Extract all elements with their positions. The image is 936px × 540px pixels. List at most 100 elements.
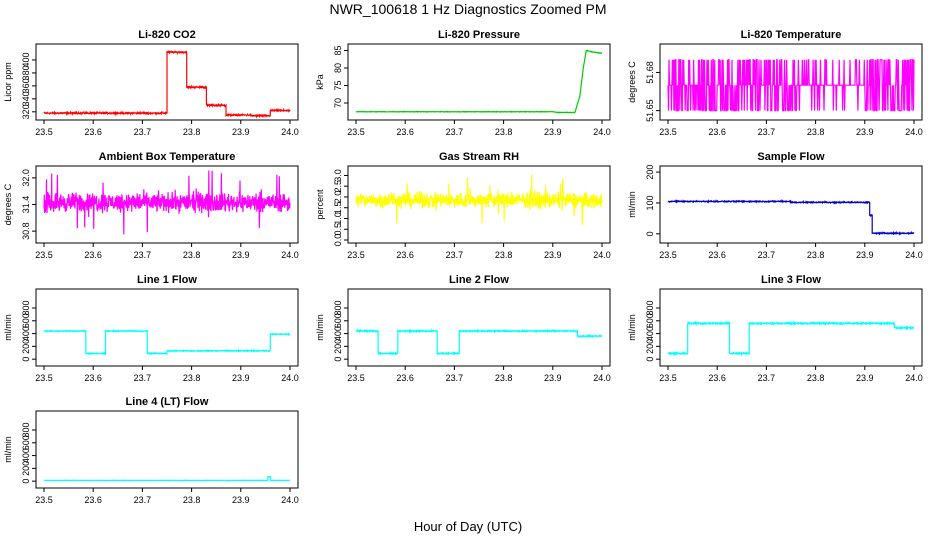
gas-stream-rh-plot-frame bbox=[347, 165, 611, 244]
li-820-pressure-series-line bbox=[355, 49, 602, 114]
line-2-flow-series-line bbox=[355, 328, 603, 356]
line-2-flow-ytick-label: 400 bbox=[333, 326, 343, 341]
line-3-flow-series-line bbox=[667, 320, 915, 357]
line-1-flow-xtick-label: 23.9 bbox=[232, 373, 250, 383]
ambient-box-temperature-xtick-label: 23.6 bbox=[84, 250, 102, 260]
line-4-lt-flow-xtick-label: 23.6 bbox=[84, 495, 102, 505]
li-820-pressure-ytick-label: 85 bbox=[333, 45, 343, 55]
ambient-box-temperature-xtick-label: 23.5 bbox=[35, 250, 53, 260]
line-1-flow-xtick-label: 23.5 bbox=[35, 373, 53, 383]
panel-line-1-flow: Line 1 Flow 23.5 23.6 23.7 23.8 23.9 24.0 0 2004… bbox=[3, 274, 299, 383]
ambient-box-temperature-title: Ambient Box Temperature bbox=[99, 151, 236, 163]
ambient-box-temperature-ytick-label: 30.8 bbox=[21, 222, 31, 240]
line-2-flow-xtick-label: 23.7 bbox=[446, 373, 464, 383]
li-820-pressure-ytick-label: 75 bbox=[333, 80, 343, 90]
li-820-pressure-ytick-label: 70 bbox=[333, 98, 343, 108]
line-1-flow-xtick-label: 23.7 bbox=[134, 373, 152, 383]
line-2-flow-title: Line 2 Flow bbox=[449, 274, 509, 286]
line-4-lt-flow-xtick-label: 23.8 bbox=[183, 495, 201, 505]
line-3-flow-ytick-label: 600 bbox=[645, 313, 655, 328]
line-3-flow-title: Line 3 Flow bbox=[761, 274, 821, 286]
line-4-lt-flow-xtick-label: 23.9 bbox=[232, 495, 250, 505]
sample-flow-xtick-label: 23.8 bbox=[807, 250, 825, 260]
li-820-co2-ylabel: Licor ppm bbox=[3, 62, 13, 102]
gas-stream-rh-title: Gas Stream RH bbox=[439, 151, 519, 163]
li-820-co2-ytick-label: 380 bbox=[21, 65, 31, 80]
li-820-co2-ytick-label: 400 bbox=[21, 52, 31, 67]
line-2-flow-ytick-label: 600 bbox=[333, 313, 343, 328]
line-3-flow-xtick-label: 23.7 bbox=[758, 373, 776, 383]
line-3-flow-xtick-label: 23.5 bbox=[659, 373, 677, 383]
line-2-flow-xtick-label: 23.5 bbox=[347, 373, 365, 383]
panel-line-2-flow: Line 2 Flow 23.5 23.6 23.7 23.8 23.9 24.0 0 2004… bbox=[315, 274, 611, 383]
line-2-flow-ytick-label: 0 bbox=[333, 357, 343, 362]
gas-stream-rh-ytick-label: 0.5 bbox=[333, 223, 343, 236]
li-820-co2-xtick-label: 23.5 bbox=[35, 127, 53, 137]
line-3-flow-xtick-label: 23.6 bbox=[708, 373, 726, 383]
gas-stream-rh-ytick-label: 1.5 bbox=[333, 201, 343, 214]
li-820-co2-ytick-label: 340 bbox=[21, 91, 31, 106]
line-1-flow-ylabel: ml/min bbox=[3, 314, 13, 341]
line-1-flow-title: Line 1 Flow bbox=[137, 274, 197, 286]
sample-flow-xtick-label: 23.9 bbox=[856, 250, 874, 260]
gas-stream-rh-xtick-label: 23.6 bbox=[396, 250, 414, 260]
li-820-pressure-xtick-label: 23.9 bbox=[544, 127, 562, 137]
ambient-box-temperature-xtick-label: 24.0 bbox=[281, 250, 299, 260]
line-3-flow-xtick-label: 24.0 bbox=[905, 373, 923, 383]
panel-grid: Li-820 CO2 23.5 23.6 23.7 23.8 23.9 24.0 320340… bbox=[3, 29, 923, 505]
li-820-temperature-title: Li-820 Temperature bbox=[741, 29, 842, 41]
line-1-flow-xtick-label: 24.0 bbox=[281, 373, 299, 383]
gas-stream-rh-ytick-label: 2.5 bbox=[333, 180, 343, 193]
line-4-lt-flow-ytick-label: 400 bbox=[21, 448, 31, 463]
sample-flow-plot-frame bbox=[659, 165, 923, 244]
line-1-flow-ytick-label: 400 bbox=[21, 326, 31, 341]
line-3-flow-xtick-label: 23.9 bbox=[856, 373, 874, 383]
line-1-flow-ytick-label: 600 bbox=[21, 313, 31, 328]
panel-sample-flow: Sample Flow 23.5 23.6 23.7 23.8 23.9 24.0 0 100 2… bbox=[627, 151, 923, 260]
li-820-co2-series-line bbox=[43, 50, 291, 119]
ambient-box-temperature-xtick-label: 23.8 bbox=[183, 250, 201, 260]
li-820-co2-xtick-label: 23.9 bbox=[232, 127, 250, 137]
li-820-temperature-plot-frame bbox=[659, 43, 923, 121]
sample-flow-xtick-label: 24.0 bbox=[905, 250, 923, 260]
li-820-pressure-ylabel: kPa bbox=[315, 74, 325, 90]
line-3-flow-xtick-label: 23.8 bbox=[807, 373, 825, 383]
line-2-flow-plot-frame bbox=[347, 288, 611, 367]
li-820-pressure-ytick-label: 80 bbox=[333, 63, 343, 73]
li-820-temperature-xtick-label: 23.9 bbox=[856, 127, 874, 137]
sample-flow-ytick-label: 0 bbox=[645, 231, 655, 236]
figure-title: NWR_100618 1 Hz Diagnostics Zoomed PM bbox=[329, 1, 606, 17]
ambient-box-temperature-series-line bbox=[43, 170, 291, 235]
line-1-flow-xtick-label: 23.6 bbox=[84, 373, 102, 383]
panel-li-820-co2: Li-820 CO2 23.5 23.6 23.7 23.8 23.9 24.0 320340… bbox=[3, 29, 299, 137]
li-820-temperature-ytick-label: 51.65 bbox=[645, 99, 655, 122]
line-4-lt-flow-xtick-label: 23.7 bbox=[134, 495, 152, 505]
li-820-co2-ytick-label: 320 bbox=[21, 104, 31, 119]
li-820-temperature-series-line bbox=[667, 59, 915, 112]
panel-line-4-lt-flow: Line 4 (LT) Flow 23.5 23.6 23.7 23.8 23.9 24.0… bbox=[3, 396, 299, 505]
gas-stream-rh-ytick-label: 2.0 bbox=[333, 191, 343, 204]
line-2-flow-xtick-label: 23.9 bbox=[544, 373, 562, 383]
li-820-pressure-title: Li-820 Pressure bbox=[438, 29, 520, 41]
figure-xlabel: Hour of Day (UTC) bbox=[414, 519, 522, 534]
li-820-temperature-xtick-label: 24.0 bbox=[905, 127, 923, 137]
line-1-flow-ytick-label: 800 bbox=[21, 300, 31, 315]
panel-li-820-temperature: Li-820 Temperature 23.5 23.6 23.7 23.8 23.9 24… bbox=[627, 29, 923, 137]
gas-stream-rh-xtick-label: 23.5 bbox=[347, 250, 365, 260]
li-820-pressure-plot-frame bbox=[347, 43, 611, 121]
li-820-co2-xtick-label: 23.7 bbox=[134, 127, 152, 137]
line-4-lt-flow-ytick-label: 600 bbox=[21, 435, 31, 450]
li-820-co2-ytick-label: 360 bbox=[21, 78, 31, 93]
ambient-box-temperature-xtick-label: 23.7 bbox=[134, 250, 152, 260]
sample-flow-ytick-label: 100 bbox=[645, 195, 655, 210]
li-820-co2-title: Li-820 CO2 bbox=[138, 29, 195, 41]
sample-flow-ytick-label: 200 bbox=[645, 165, 655, 180]
line-3-flow-plot-frame bbox=[659, 288, 923, 367]
line-4-lt-flow-ytick-label: 800 bbox=[21, 422, 31, 437]
line-4-lt-flow-ytick-label: 200 bbox=[21, 461, 31, 476]
line-2-flow-ytick-label: 200 bbox=[333, 339, 343, 354]
li-820-temperature-ylabel: degrees C bbox=[627, 61, 637, 103]
line-4-lt-flow-xtick-label: 23.5 bbox=[35, 495, 53, 505]
sample-flow-xtick-label: 23.6 bbox=[708, 250, 726, 260]
line-1-flow-plot-frame bbox=[35, 288, 299, 367]
